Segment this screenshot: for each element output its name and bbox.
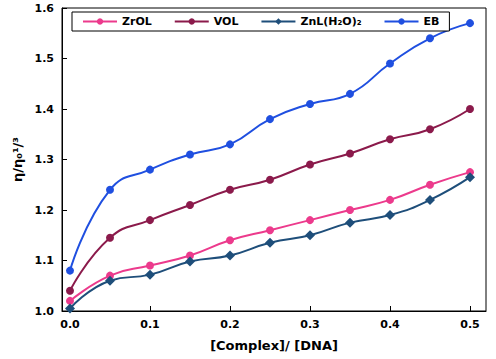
svg-text:EB: EB xyxy=(424,15,440,28)
svg-text:0.3: 0.3 xyxy=(300,318,320,331)
svg-text:0.2: 0.2 xyxy=(220,318,240,331)
svg-text:VOL: VOL xyxy=(214,15,239,28)
svg-text:ZnL(H₂O)₂: ZnL(H₂O)₂ xyxy=(300,15,361,28)
svg-text:1.2: 1.2 xyxy=(35,204,55,217)
svg-text:0.5: 0.5 xyxy=(460,318,480,331)
svg-text:η/η₀¹/³: η/η₀¹/³ xyxy=(10,137,25,182)
svg-text:1.5: 1.5 xyxy=(35,52,55,65)
svg-text:0.1: 0.1 xyxy=(140,318,160,331)
svg-text:[Complex]/ [DNA]: [Complex]/ [DNA] xyxy=(210,338,338,353)
svg-text:1.0: 1.0 xyxy=(35,305,55,318)
svg-text:0.0: 0.0 xyxy=(60,318,80,331)
svg-text:1.6: 1.6 xyxy=(35,2,55,15)
svg-text:1.3: 1.3 xyxy=(35,153,55,166)
svg-text:1.4: 1.4 xyxy=(35,103,55,116)
svg-text:1.1: 1.1 xyxy=(35,254,55,267)
svg-text:0.4: 0.4 xyxy=(380,318,400,331)
svg-text:ZrOL: ZrOL xyxy=(122,15,152,28)
